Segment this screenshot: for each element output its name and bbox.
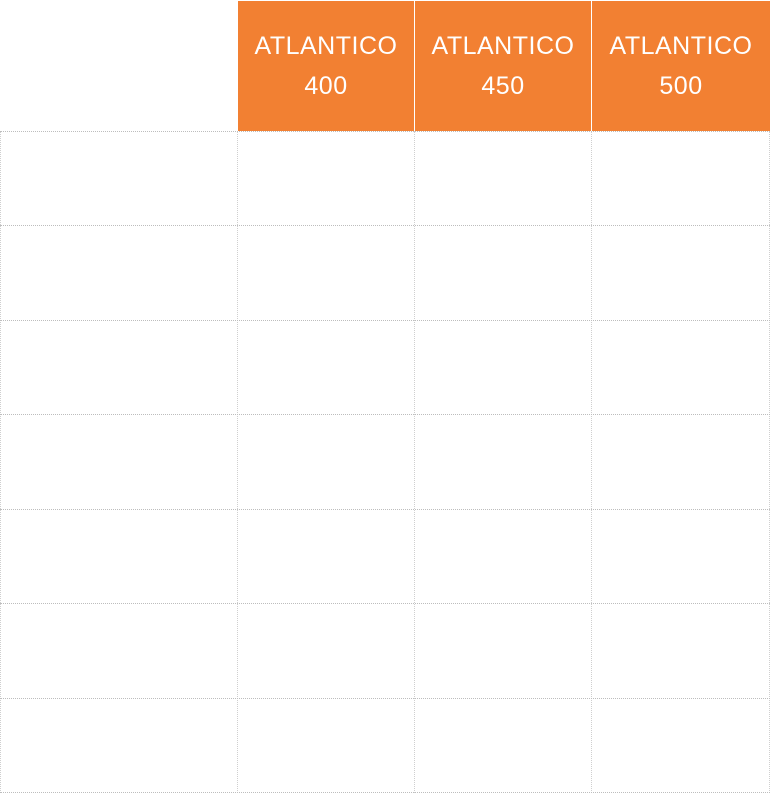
row-border <box>0 225 770 226</box>
column-border <box>237 131 238 793</box>
column-border <box>414 131 415 793</box>
header-cell: ATLANTICO 400 <box>238 1 414 131</box>
row-border <box>0 698 770 699</box>
row-border <box>0 509 770 510</box>
column-border <box>0 131 1 793</box>
row-border <box>0 131 770 132</box>
header-cell: ATLANTICO 450 <box>415 1 591 131</box>
header-cell: ATLANTICO 500 <box>592 1 770 131</box>
column-border <box>591 131 592 793</box>
header-text: 400 <box>304 72 348 100</box>
row-border <box>0 414 770 415</box>
row-border <box>0 320 770 321</box>
row-border <box>0 603 770 604</box>
header-text: ATLANTICO <box>254 32 398 60</box>
header-text: 450 <box>481 72 525 100</box>
header-text: 500 <box>659 72 703 100</box>
header-text: ATLANTICO <box>609 32 753 60</box>
header-text: ATLANTICO <box>431 32 575 60</box>
row-border <box>0 792 770 793</box>
